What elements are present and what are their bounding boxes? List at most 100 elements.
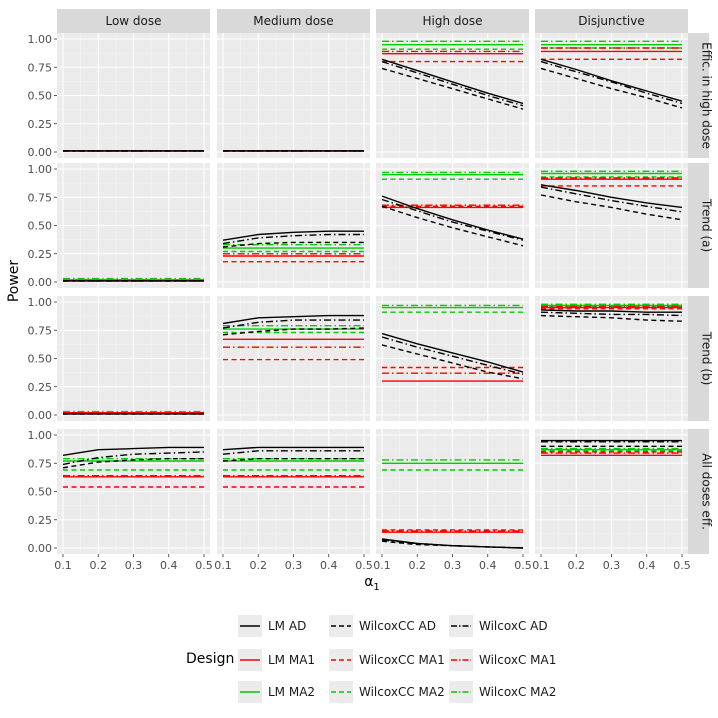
legend-item-label: WilcoxCC MA1 — [359, 653, 445, 667]
panel-series-group — [541, 439, 682, 456]
series-line — [540, 314, 683, 322]
row-strip — [688, 163, 709, 288]
legend-title: Design — [186, 651, 234, 667]
panel-series-group — [540, 170, 683, 221]
x-tick-label: 0.3 — [603, 559, 621, 572]
series-line — [222, 327, 365, 336]
x-tick-label: 0.3 — [444, 559, 462, 572]
legend: Design LM AD LM MA1 LM MA2 WilcoxCC AD Wilco… — [186, 615, 556, 703]
x-tick-label: 0.4 — [638, 559, 656, 572]
y-tick-label: 0.50 — [28, 486, 53, 499]
y-tick-label: 1.00 — [28, 33, 53, 46]
x-axis-title-base: α — [364, 574, 373, 590]
column-strip — [57, 9, 210, 33]
y-tick-label: 0.25 — [28, 514, 53, 527]
y-tick-label: 0.25 — [28, 118, 53, 131]
axes: 0.00 0.25 0.50 0.75 1.00 0.00 0.25 0.50 0.75 1.00… — [28, 33, 691, 572]
x-tick-label: 0.3 — [285, 559, 303, 572]
panel-series-group — [62, 446, 205, 488]
x-tick-label: 0.1 — [373, 559, 391, 572]
y-tick-label: 0.00 — [28, 542, 53, 555]
panel-series-group — [63, 410, 204, 415]
y-tick-label: 1.00 — [28, 163, 53, 176]
series-line — [222, 446, 364, 451]
row-strip-label: Effic. in high dose — [700, 42, 714, 149]
panel-series-group — [381, 40, 524, 110]
series-line — [540, 194, 683, 221]
y-tick-label: 0.50 — [28, 220, 53, 233]
y-tick-label: 0.00 — [28, 276, 53, 289]
series-line — [222, 233, 364, 245]
column-strip-label: Disjunctive — [578, 14, 645, 28]
row-strip — [688, 429, 709, 554]
series-line — [540, 60, 683, 105]
x-tick-label: 0.4 — [479, 559, 497, 572]
y-tick-label: 0.25 — [28, 381, 53, 394]
series-line — [540, 67, 683, 109]
series-line — [381, 332, 524, 373]
y-tick-label: 0.75 — [28, 61, 53, 74]
x-axis-title-subscript: 1 — [373, 582, 379, 593]
series-line — [222, 241, 364, 248]
series-line — [62, 446, 204, 456]
x-tick-label: 0.5 — [514, 559, 532, 572]
row-strip-label: Trend (a) — [700, 198, 714, 252]
row-strip — [688, 33, 709, 158]
series-line — [540, 58, 683, 102]
column-strip — [376, 9, 529, 33]
panel-series-group — [540, 40, 683, 109]
column-strip-label: Medium dose — [253, 14, 333, 28]
series-line — [222, 319, 364, 329]
x-tick-label: 0.1 — [532, 559, 550, 572]
y-tick-label: 0.50 — [28, 90, 53, 103]
y-tick-label: 0.25 — [28, 248, 53, 261]
x-tick-label: 0.1 — [214, 559, 232, 572]
x-tick-label: 0.1 — [54, 559, 72, 572]
series-line — [381, 60, 524, 107]
legend-item-label: WilcoxCC MA2 — [359, 685, 445, 699]
y-axis-title: Power — [6, 260, 22, 303]
x-tick-label: 0.4 — [160, 559, 178, 572]
x-tick-label: 0.2 — [409, 559, 427, 572]
panels: Low dose Medium dose High dose Disjunctive E… — [57, 9, 714, 554]
panel-series-group — [381, 171, 524, 247]
legend-item-label: WilcoxC AD — [479, 619, 548, 633]
series-line — [540, 309, 682, 313]
series-line — [540, 184, 683, 209]
series-line — [62, 458, 204, 469]
x-axis-title: α1 — [364, 574, 380, 593]
series-line — [540, 186, 683, 213]
y-tick-label: 1.00 — [28, 429, 53, 442]
y-tick-label: 0.50 — [28, 353, 53, 366]
x-tick-label: 0.2 — [568, 559, 586, 572]
series-line — [381, 198, 524, 241]
legend-key-background — [449, 649, 473, 671]
x-tick-label: 0.4 — [320, 559, 338, 572]
x-tick-label: 0.2 — [250, 559, 268, 572]
column-strip — [217, 9, 370, 33]
row-strip-label: Trend (b) — [700, 331, 714, 386]
panel-series-group — [222, 230, 364, 263]
row-strip — [688, 296, 709, 421]
legend-item-label: WilcoxC MA2 — [479, 685, 556, 699]
series-line — [222, 230, 364, 241]
series-line — [381, 539, 524, 549]
series-line — [381, 540, 524, 549]
series-line — [381, 336, 524, 375]
y-tick-label: 0.00 — [28, 409, 53, 422]
series-line — [222, 458, 364, 462]
panel-series-group — [381, 459, 524, 549]
y-tick-label: 0.75 — [28, 457, 53, 470]
x-tick-label: 0.2 — [90, 559, 108, 572]
panel-series-group — [222, 314, 365, 361]
x-tick-label: 0.5 — [355, 559, 373, 572]
x-tick-label: 0.5 — [195, 559, 213, 572]
series-line — [381, 67, 524, 110]
series-line — [381, 195, 524, 240]
y-tick-label: 0.00 — [28, 146, 53, 159]
legend-item-label: LM MA1 — [268, 653, 315, 667]
legend-item-label: LM AD — [268, 619, 306, 633]
column-strip-label: High dose — [423, 14, 483, 28]
panel-series-group — [63, 277, 204, 282]
